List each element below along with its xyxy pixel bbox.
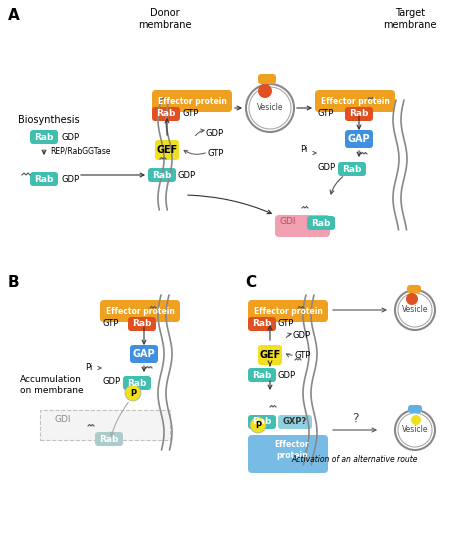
Text: Rab: Rab <box>128 378 146 388</box>
Text: GTP: GTP <box>208 149 224 157</box>
FancyBboxPatch shape <box>307 216 335 230</box>
Circle shape <box>395 410 435 450</box>
Text: GDI: GDI <box>280 217 297 227</box>
Circle shape <box>246 84 294 132</box>
Text: GAP: GAP <box>348 134 370 144</box>
Text: B: B <box>8 275 19 290</box>
Circle shape <box>125 385 141 401</box>
FancyBboxPatch shape <box>248 435 328 473</box>
Text: GDP: GDP <box>178 170 196 180</box>
Text: Vesicle: Vesicle <box>402 306 428 314</box>
Text: Vesicle: Vesicle <box>257 104 283 112</box>
Text: Rab: Rab <box>156 110 176 118</box>
FancyBboxPatch shape <box>345 107 373 121</box>
Text: GDP: GDP <box>206 129 224 139</box>
Text: Rab: Rab <box>252 371 272 379</box>
Text: Rab: Rab <box>152 170 172 180</box>
Text: Pi: Pi <box>301 145 308 155</box>
FancyBboxPatch shape <box>408 405 422 413</box>
FancyBboxPatch shape <box>248 300 328 322</box>
FancyBboxPatch shape <box>155 140 179 160</box>
Text: ?: ? <box>352 412 358 424</box>
Circle shape <box>395 290 435 330</box>
Text: P: P <box>255 420 261 430</box>
FancyBboxPatch shape <box>248 415 276 429</box>
FancyBboxPatch shape <box>278 415 312 429</box>
Text: GDP: GDP <box>318 163 336 173</box>
FancyBboxPatch shape <box>30 172 58 186</box>
FancyBboxPatch shape <box>248 368 276 382</box>
FancyBboxPatch shape <box>95 432 123 446</box>
FancyBboxPatch shape <box>258 74 276 84</box>
Text: Rab: Rab <box>132 319 152 329</box>
Text: C: C <box>245 275 256 290</box>
FancyBboxPatch shape <box>152 90 232 112</box>
Text: P: P <box>130 389 136 397</box>
Text: GTP: GTP <box>295 351 311 359</box>
Text: GDP: GDP <box>62 175 80 183</box>
FancyBboxPatch shape <box>152 107 180 121</box>
Text: Rab: Rab <box>34 175 54 183</box>
Text: GDP: GDP <box>103 377 121 387</box>
Text: GEF: GEF <box>259 350 281 360</box>
Circle shape <box>411 415 421 425</box>
Text: Target
membrane: Target membrane <box>383 8 437 29</box>
Circle shape <box>250 417 266 433</box>
Text: GTP: GTP <box>318 110 334 118</box>
FancyBboxPatch shape <box>123 376 151 390</box>
Text: Rab: Rab <box>311 218 331 228</box>
FancyBboxPatch shape <box>345 130 373 148</box>
Text: GDP: GDP <box>278 371 296 379</box>
FancyBboxPatch shape <box>130 345 158 363</box>
FancyBboxPatch shape <box>148 168 176 182</box>
Text: Effector protein: Effector protein <box>157 97 227 105</box>
Text: Vesicle: Vesicle <box>402 425 428 435</box>
Text: Effector
protein: Effector protein <box>275 440 310 460</box>
FancyBboxPatch shape <box>30 130 58 144</box>
Text: GDP: GDP <box>293 331 311 341</box>
FancyBboxPatch shape <box>338 162 366 176</box>
FancyBboxPatch shape <box>248 317 276 331</box>
Circle shape <box>406 293 418 305</box>
Text: A: A <box>8 8 20 23</box>
Text: Activation of an alternative route: Activation of an alternative route <box>292 455 418 465</box>
Text: Rab: Rab <box>349 110 369 118</box>
Text: GXP?: GXP? <box>283 418 307 426</box>
Text: GTP: GTP <box>278 319 294 329</box>
Text: GEF: GEF <box>156 145 178 155</box>
Bar <box>40 410 170 440</box>
Text: Effector protein: Effector protein <box>254 306 322 316</box>
Text: Biosynthesis: Biosynthesis <box>18 115 80 125</box>
Text: REP/RabGGTase: REP/RabGGTase <box>50 146 110 156</box>
Text: Effector protein: Effector protein <box>320 97 390 105</box>
Text: Rab: Rab <box>252 418 272 426</box>
Text: GTP: GTP <box>103 319 119 329</box>
Text: Donor
membrane: Donor membrane <box>138 8 192 29</box>
FancyBboxPatch shape <box>258 345 282 365</box>
FancyBboxPatch shape <box>407 285 421 293</box>
Text: Rab: Rab <box>34 133 54 141</box>
Text: GDP: GDP <box>62 133 80 141</box>
Circle shape <box>258 84 272 98</box>
Text: Rab: Rab <box>342 164 362 174</box>
FancyBboxPatch shape <box>315 90 395 112</box>
Text: Effector protein: Effector protein <box>106 306 174 316</box>
FancyBboxPatch shape <box>128 317 156 331</box>
FancyBboxPatch shape <box>100 300 180 322</box>
Text: GTP: GTP <box>183 110 200 118</box>
Text: GDI: GDI <box>55 416 72 424</box>
Text: Rab: Rab <box>252 319 272 329</box>
FancyBboxPatch shape <box>275 215 330 237</box>
Text: Rab: Rab <box>100 435 118 443</box>
Text: Accumulation
on membrane: Accumulation on membrane <box>20 375 83 395</box>
Text: GAP: GAP <box>133 349 155 359</box>
Text: Pi: Pi <box>86 364 93 372</box>
